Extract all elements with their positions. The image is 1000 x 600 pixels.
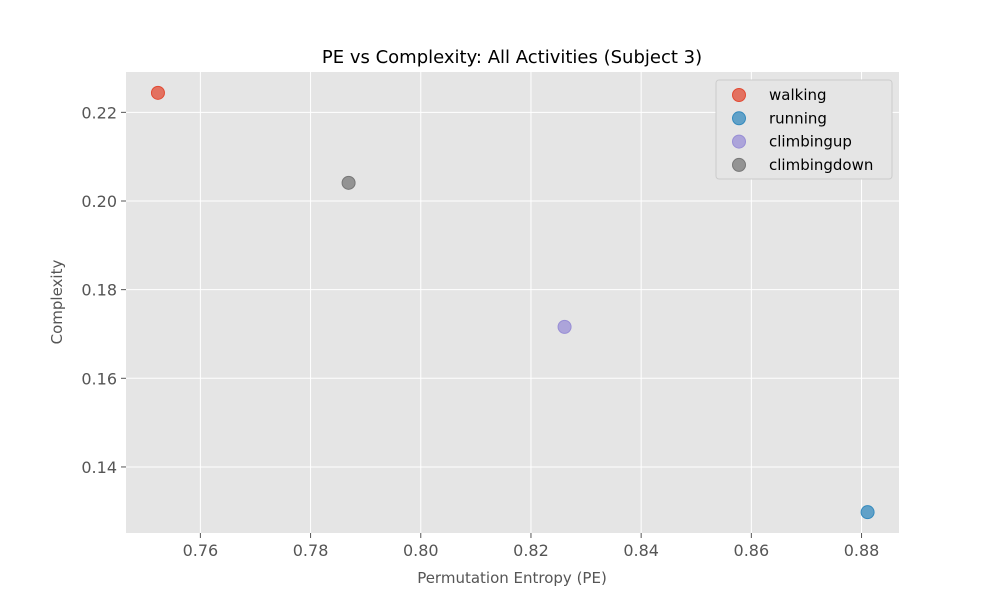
legend-box — [715, 79, 893, 180]
x-tick-label: 0.82 — [513, 541, 549, 560]
x-tick-label: 0.78 — [293, 541, 329, 560]
grid-lines — [126, 72, 899, 533]
data-point-climbingdown — [341, 175, 356, 190]
legend: walking running climbingup climbingdown — [715, 79, 893, 180]
y-tick-label: 0.22 — [81, 103, 117, 122]
legend-label-climbingdown: climbingdown — [769, 156, 873, 174]
x-tick-label: 0.84 — [623, 541, 659, 560]
y-tick-label: 0.14 — [81, 458, 117, 477]
y-tick-label: 0.20 — [81, 192, 117, 211]
x-tick-label: 0.88 — [844, 541, 880, 560]
legend-marker-walking — [732, 88, 746, 102]
data-point-walking — [150, 85, 165, 100]
legend-marker-running — [732, 111, 746, 126]
legend-label-climbingup: climbingup — [769, 133, 852, 151]
x-tick-label: 0.86 — [734, 541, 770, 560]
data-point-running — [860, 505, 875, 520]
legend-marker-climbingup — [732, 134, 746, 149]
axis-ticks: 0.76 0.78 0.80 0.82 0.84 0.86 0.88 0.14 0.16 0.18… — [81, 103, 879, 560]
legend-items: walking running climbingup climbingdown — [732, 86, 873, 174]
y-axis-label: Complexity — [48, 260, 66, 345]
y-tick-label: 0.16 — [81, 369, 117, 388]
data-points — [150, 85, 875, 520]
x-tick-label: 0.80 — [403, 541, 439, 560]
data-point-climbingup — [557, 319, 572, 334]
legend-label-walking: walking — [769, 86, 827, 104]
y-tick-label: 0.18 — [81, 281, 117, 300]
legend-label-running: running — [769, 109, 827, 127]
chart-title: PE vs Complexity: All Activities (Subjec… — [322, 47, 702, 68]
x-axis-label: Permutation Entropy (PE) — [417, 569, 607, 587]
x-tick-label: 0.76 — [183, 541, 219, 560]
legend-marker-climbingdown — [732, 157, 746, 172]
